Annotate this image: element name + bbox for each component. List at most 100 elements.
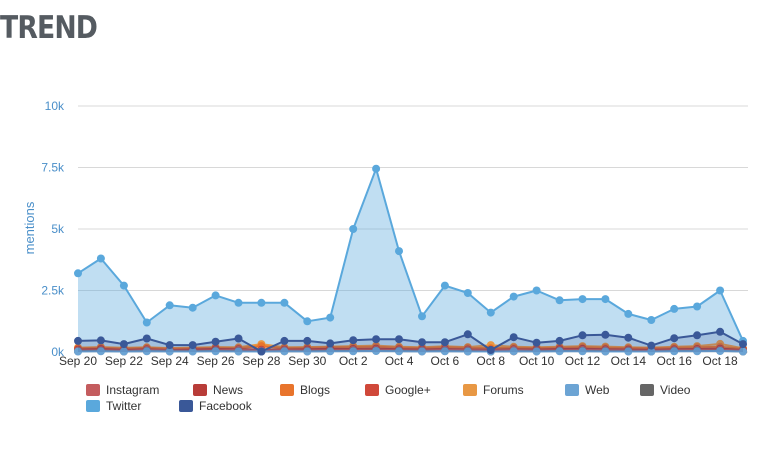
data-point-facebook[interactable] (532, 338, 541, 347)
data-point-twitter[interactable] (74, 269, 82, 278)
data-point-web[interactable] (234, 347, 243, 356)
data-point-twitter[interactable] (142, 318, 151, 327)
data-point-twitter[interactable] (670, 304, 679, 313)
data-point-twitter[interactable] (372, 164, 381, 173)
data-point-web[interactable] (555, 347, 564, 356)
data-point-facebook[interactable] (74, 336, 82, 345)
legend-item-facebook[interactable]: Facebook (179, 399, 252, 414)
data-point-web[interactable] (280, 347, 289, 356)
data-point-twitter[interactable] (440, 281, 449, 290)
data-point-facebook[interactable] (440, 338, 449, 347)
data-point-twitter[interactable] (578, 295, 587, 304)
data-point-web[interactable] (165, 347, 174, 356)
data-point-facebook[interactable] (96, 336, 105, 345)
data-point-web[interactable] (509, 347, 518, 356)
data-point-twitter[interactable] (303, 317, 312, 326)
data-point-twitter[interactable] (395, 247, 403, 256)
legend-item-web[interactable]: Web (565, 383, 609, 398)
data-point-twitter[interactable] (532, 286, 541, 295)
data-point-web[interactable] (578, 347, 587, 356)
legend-item-blogs[interactable]: Blogs (280, 383, 330, 398)
data-point-web[interactable] (349, 347, 358, 356)
data-point-twitter[interactable] (257, 298, 266, 307)
series-web (74, 347, 747, 356)
data-point-web[interactable] (532, 347, 541, 356)
data-point-web[interactable] (601, 347, 610, 356)
data-point-twitter[interactable] (509, 292, 518, 301)
data-point-web[interactable] (188, 347, 197, 356)
data-point-web[interactable] (326, 347, 335, 356)
data-point-facebook[interactable] (372, 335, 381, 344)
x-tick-label: Oct 10 (519, 354, 555, 368)
data-point-facebook[interactable] (624, 333, 633, 342)
legend-item-instagram[interactable]: Instagram (86, 383, 159, 398)
data-point-twitter[interactable] (555, 296, 564, 305)
data-point-facebook[interactable] (418, 338, 426, 347)
data-point-web[interactable] (96, 347, 105, 356)
data-point-facebook[interactable] (280, 336, 289, 345)
data-point-facebook[interactable] (211, 337, 220, 346)
data-point-twitter[interactable] (418, 312, 426, 321)
data-point-web[interactable] (303, 347, 312, 356)
data-point-facebook[interactable] (303, 336, 312, 345)
data-point-facebook[interactable] (509, 333, 518, 342)
data-point-twitter[interactable] (280, 298, 289, 307)
data-point-web[interactable] (463, 347, 472, 356)
data-point-web[interactable] (647, 347, 656, 356)
legend-item-forums[interactable]: Forums (463, 383, 524, 398)
data-point-facebook[interactable] (578, 331, 587, 340)
data-point-facebook[interactable] (188, 341, 197, 350)
data-point-twitter[interactable] (234, 298, 243, 307)
data-point-facebook[interactable] (670, 334, 679, 343)
data-point-web[interactable] (440, 347, 449, 356)
data-point-web[interactable] (739, 347, 747, 356)
data-point-facebook[interactable] (326, 339, 335, 348)
data-point-web[interactable] (211, 347, 220, 356)
data-point-facebook[interactable] (349, 336, 358, 345)
data-point-twitter[interactable] (119, 281, 128, 290)
data-point-twitter[interactable] (647, 316, 656, 324)
legend-label: Blogs (300, 383, 331, 397)
legend-item-video[interactable]: Video (640, 383, 690, 398)
data-point-twitter[interactable] (486, 308, 495, 317)
data-point-web[interactable] (693, 347, 702, 356)
data-point-web[interactable] (74, 347, 82, 356)
data-point-facebook[interactable] (555, 336, 564, 345)
data-point-twitter[interactable] (211, 291, 220, 300)
legend-item-twitter[interactable]: Twitter (86, 399, 141, 414)
data-point-facebook[interactable] (165, 341, 174, 350)
data-point-twitter[interactable] (716, 286, 725, 295)
data-point-facebook[interactable] (601, 330, 610, 339)
legend-item-google[interactable]: Google+ (365, 383, 431, 398)
data-point-web[interactable] (372, 347, 381, 355)
data-point-facebook[interactable] (716, 327, 725, 336)
data-point-facebook[interactable] (257, 347, 266, 356)
data-point-twitter[interactable] (601, 295, 610, 304)
data-point-web[interactable] (142, 347, 151, 356)
x-tick-label: Oct 14 (611, 354, 647, 368)
data-point-facebook[interactable] (119, 340, 128, 349)
data-point-web[interactable] (716, 347, 725, 355)
data-point-facebook[interactable] (395, 335, 403, 344)
data-point-web[interactable] (418, 347, 426, 356)
data-point-twitter[interactable] (349, 225, 358, 233)
data-point-web[interactable] (624, 347, 633, 356)
data-point-facebook[interactable] (693, 331, 702, 340)
data-point-twitter[interactable] (693, 302, 702, 311)
data-point-twitter[interactable] (165, 301, 174, 310)
data-point-twitter[interactable] (624, 309, 633, 318)
data-point-web[interactable] (395, 347, 403, 356)
data-point-twitter[interactable] (96, 254, 105, 263)
data-point-twitter[interactable] (463, 289, 472, 297)
legend-item-news[interactable]: News (193, 383, 243, 398)
data-point-web[interactable] (119, 347, 128, 356)
data-point-twitter[interactable] (326, 313, 335, 322)
data-point-facebook[interactable] (739, 340, 747, 349)
data-point-facebook[interactable] (463, 330, 472, 339)
data-point-twitter[interactable] (188, 303, 197, 312)
data-point-facebook[interactable] (486, 346, 495, 354)
data-point-facebook[interactable] (234, 334, 243, 343)
data-point-facebook[interactable] (647, 341, 656, 350)
data-point-facebook[interactable] (142, 334, 151, 343)
data-point-web[interactable] (670, 347, 679, 356)
